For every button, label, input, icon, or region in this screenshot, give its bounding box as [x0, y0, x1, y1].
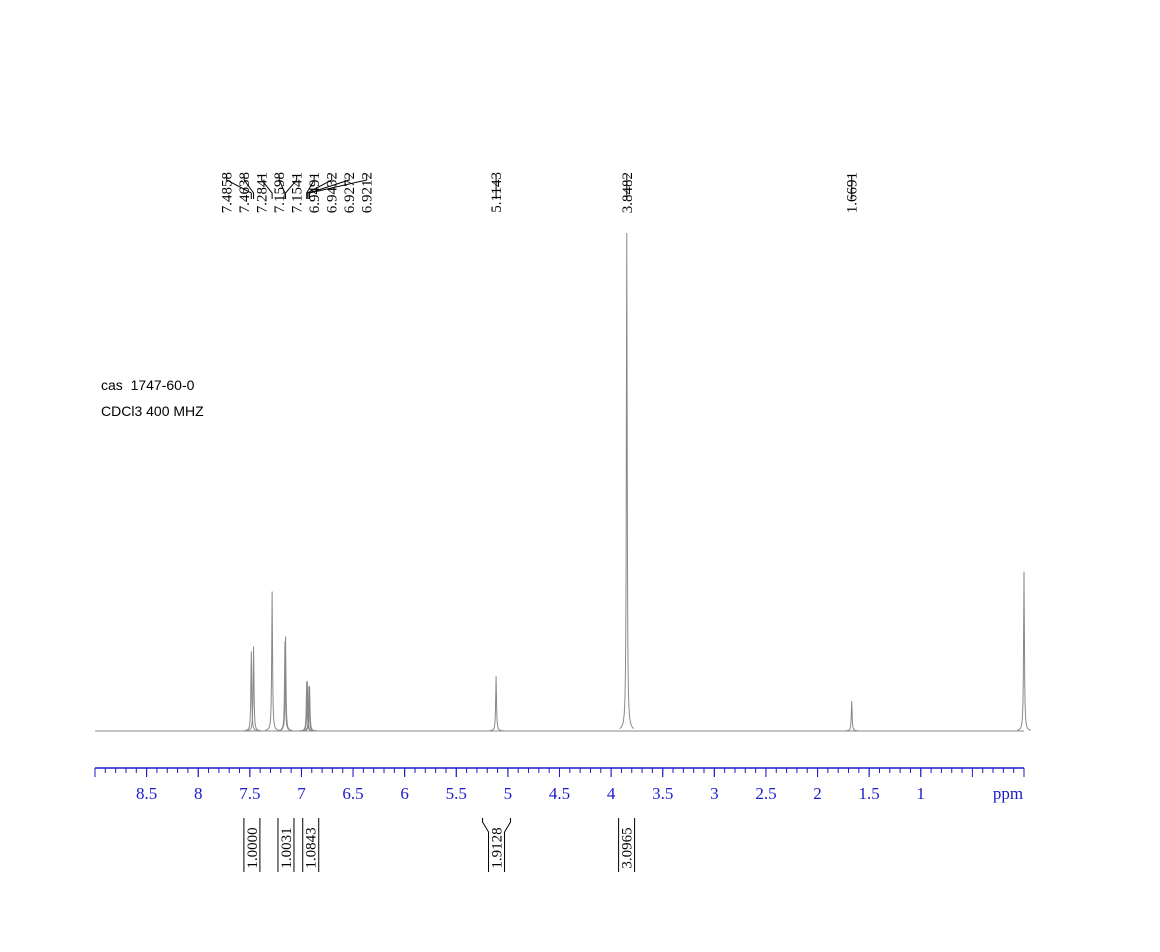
peak — [246, 646, 261, 732]
peak-label-line — [309, 175, 368, 199]
peak-label-line — [261, 175, 273, 199]
integral-label: 1.0000 — [245, 827, 261, 868]
peak-label: 1.6691 — [845, 172, 861, 213]
x-tick-label: 7 — [297, 784, 306, 803]
integral-label: 1.9128 — [490, 827, 506, 868]
x-tick-label: 6.5 — [342, 784, 363, 803]
peak-label-line — [306, 175, 315, 199]
peak-label-line — [226, 175, 252, 199]
peak — [265, 591, 280, 731]
peak-label-line — [243, 175, 255, 199]
peak-label: 3.8482 — [620, 172, 636, 213]
peak — [244, 651, 259, 732]
peak-label: 5.1143 — [489, 172, 505, 213]
peak-label: 7.1598 — [272, 172, 288, 213]
x-tick-label: 1 — [917, 784, 926, 803]
x-tick-label: 7.5 — [239, 784, 260, 803]
peak-label-line — [306, 175, 333, 199]
peak-label-line — [278, 175, 286, 199]
integral-label: 1.0843 — [304, 827, 320, 868]
peak-label: 7.1541 — [290, 172, 306, 213]
annotation: cas 1747-60-0 — [101, 377, 195, 393]
x-tick-label: 4.5 — [549, 784, 570, 803]
peak-label: 7.2841 — [255, 172, 271, 213]
peak — [844, 701, 859, 732]
peak-label-line — [285, 175, 298, 199]
x-tick-label: 1.5 — [859, 784, 880, 803]
x-tick-label: 4 — [607, 784, 616, 803]
integral-label: 1.0031 — [279, 827, 295, 868]
x-tick-label: 8.5 — [136, 784, 157, 803]
peak — [619, 232, 635, 729]
annotation: CDCl3 400 MHZ — [101, 403, 204, 419]
peak-label: 6.9272 — [342, 172, 358, 213]
x-tick-label: 3 — [710, 784, 719, 803]
x-axis-label: ppm — [993, 784, 1023, 803]
peak-label: 7.4858 — [220, 172, 236, 213]
integral-label: 3.0965 — [620, 827, 636, 868]
x-tick-label: 3.5 — [652, 784, 673, 803]
peak — [302, 686, 317, 732]
x-tick-label: 8 — [194, 784, 203, 803]
integral-bracket — [482, 818, 490, 872]
peak-label: 7.4638 — [237, 172, 253, 213]
peak-label-line — [308, 175, 350, 199]
peak — [1016, 571, 1032, 731]
peak — [489, 676, 504, 732]
x-tick-label: 2 — [813, 784, 822, 803]
peak — [278, 636, 293, 732]
integral-bracket — [504, 818, 512, 872]
peak-label: 6.9212 — [360, 172, 376, 213]
peak-label: 6.9491 — [307, 172, 323, 213]
x-tick-label: 5.5 — [446, 784, 467, 803]
x-tick-label: 5 — [504, 784, 513, 803]
peak-label: 6.9432 — [325, 172, 341, 213]
x-tick-label: 6 — [400, 784, 409, 803]
x-tick-label: 2.5 — [755, 784, 776, 803]
